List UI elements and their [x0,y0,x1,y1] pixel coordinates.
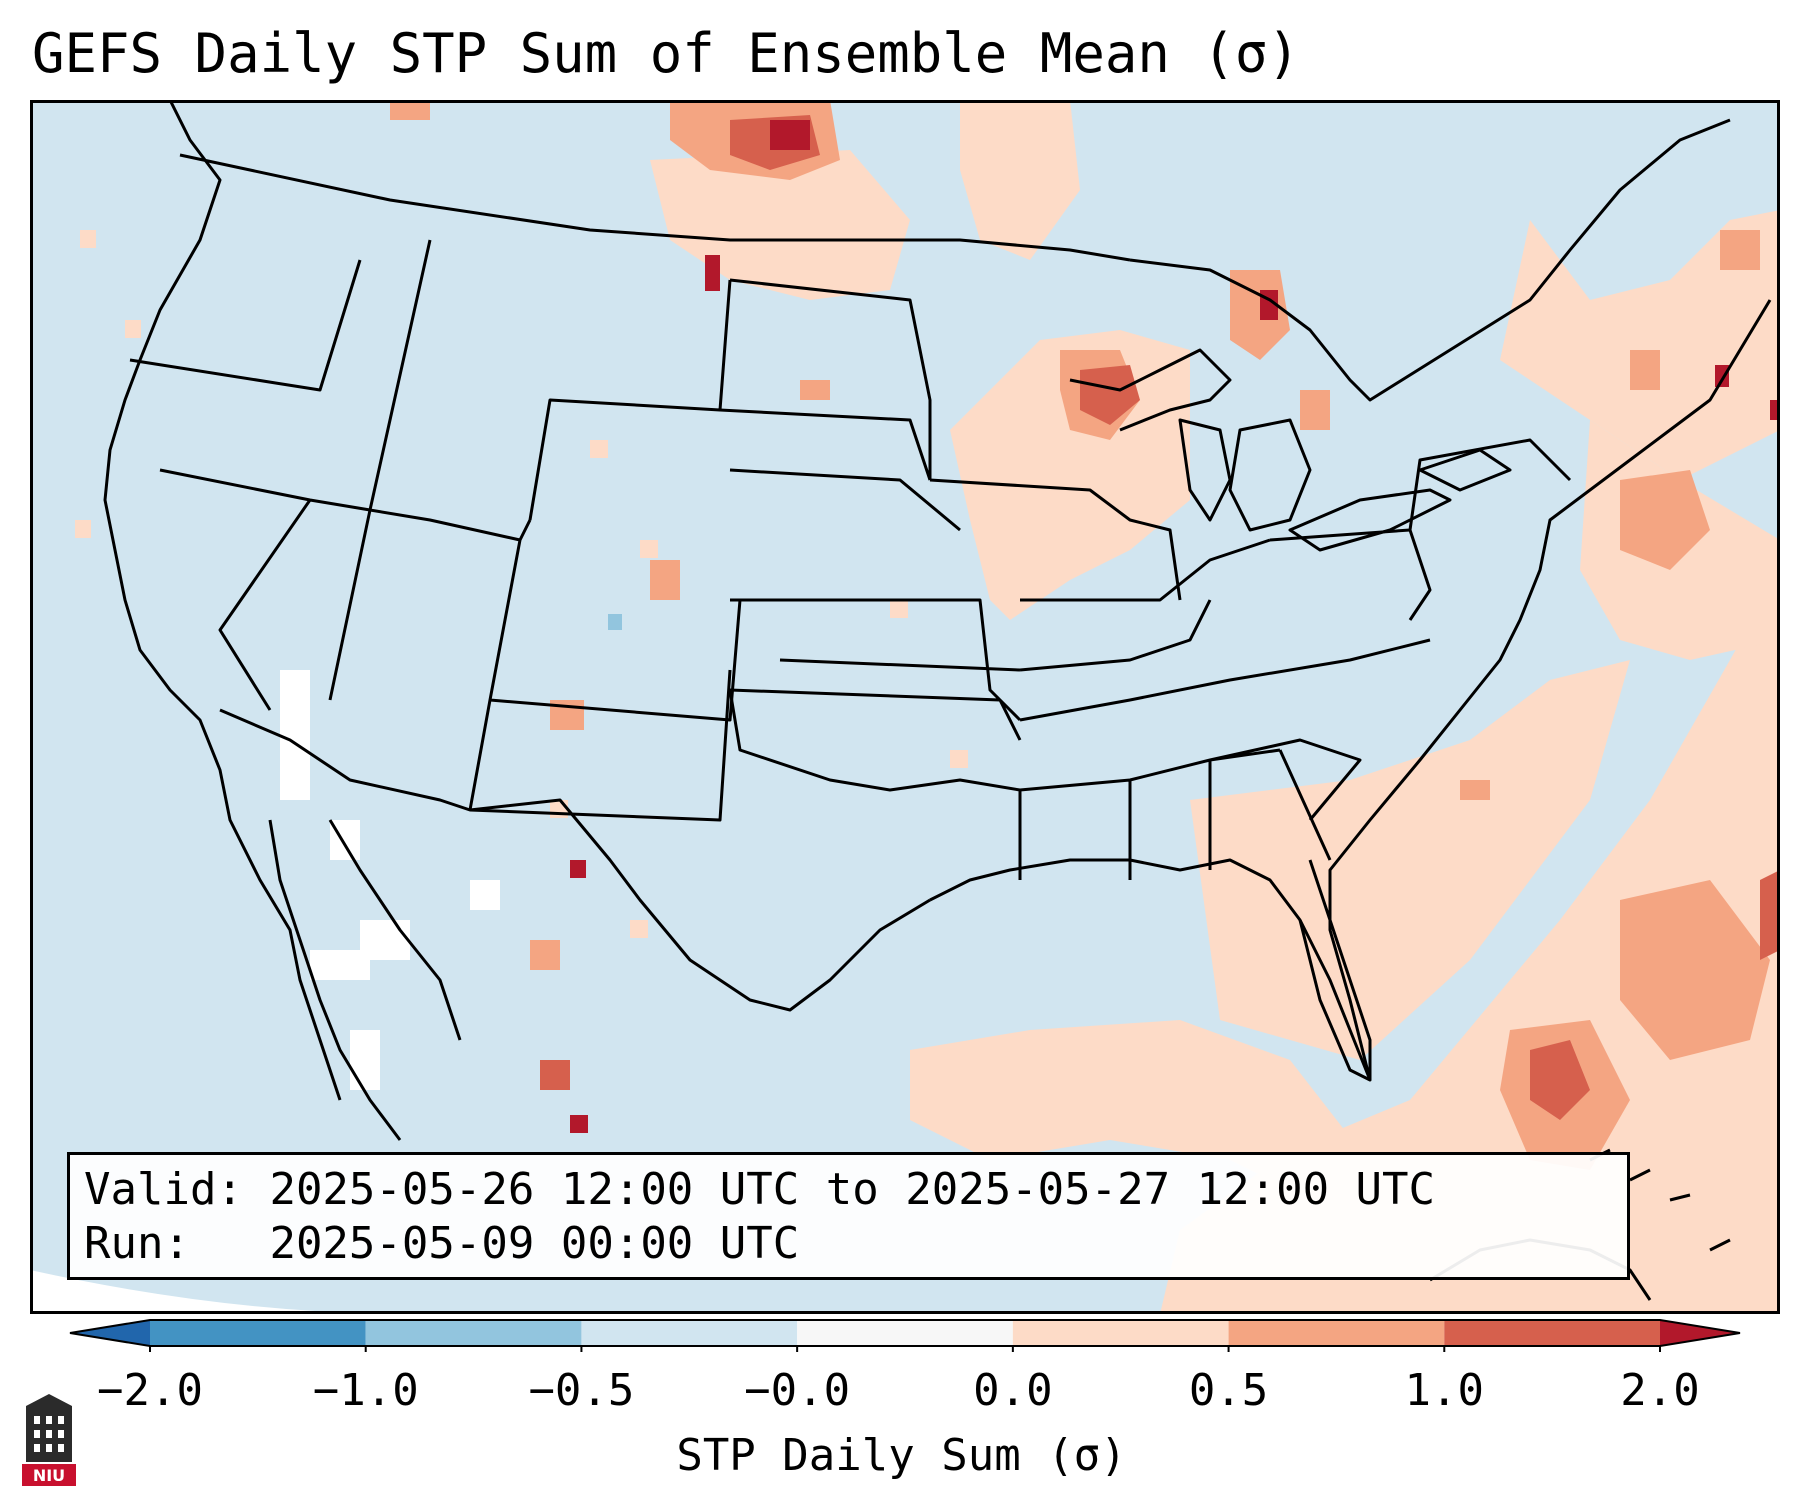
field-max [570,120,1780,1133]
niu-logo: NIU [22,1394,76,1486]
border-canada [179,153,1131,262]
field-scattered-low [75,230,1528,948]
field-patch-wisconsin-core [1080,365,1140,425]
map-frame [30,100,1780,1314]
coastline-gulf [929,858,1372,1081]
colorbar-tick-label: −0.5 [528,1365,635,1416]
field-cell-max [570,1115,588,1133]
colorbar-tick-label: 0.5 [1188,1365,1269,1416]
field-patch-bahamas-core [1530,1040,1590,1120]
border-mexico [219,708,931,1012]
chart-title: GEFS Daily STP Sum of Ensemble Mean (σ) [32,22,1300,85]
off-domain-corner [30,1270,410,1314]
colorbar-tick-label: −0.0 [744,1365,851,1416]
state-lines-west [129,239,780,822]
field-cell-max [1770,400,1780,420]
colorbar-tick-label: 1.0 [1404,1365,1485,1416]
colorbar-tick-label: −1.0 [312,1365,419,1416]
field-patch-canada-central [960,100,1080,260]
field-patch-southeast [1190,660,1630,1060]
valid-value: 2025-05-26 12:00 UTC to 2025-05-27 12:00… [269,1164,1436,1215]
field-negative [608,614,622,630]
state-lines-east [929,438,1572,880]
valid-row: Valid: 2025-05-26 12:00 UTC to 2025-05-2… [84,1163,1613,1217]
colorbar-segment [1012,1320,1229,1346]
border-great-lakes [1129,118,1731,402]
colorbar-segment [70,1320,150,1346]
run-label: Run: [84,1218,190,1269]
colorbar-segment [1444,1320,1660,1346]
field-low [650,100,1780,1314]
info-box: Valid: 2025-05-26 12:00 UTC to 2025-05-2… [67,1152,1630,1280]
colorbar-tick-label: 0.0 [973,1365,1053,1416]
valid-label: Valid: [84,1164,243,1215]
colorbar-label: STP Daily Sum (σ) [676,1430,1127,1481]
colorbar-segment [1660,1320,1740,1346]
coastline-west [103,100,342,1101]
field-patch-canada-east [1500,210,1780,480]
colorbar-segment [581,1320,798,1346]
run-value: 2025-05-09 00:00 UTC [269,1218,800,1269]
florida [1298,859,1372,1082]
stp-map [30,100,1780,1314]
baja-coast [268,819,402,1141]
field-scattered-mid [390,100,1760,970]
colorbar-segment [1228,1320,1445,1346]
colorbar [69,1319,1741,1352]
field-neutral [280,670,500,1090]
gulf-of-california [328,819,462,1041]
field-cell-max [1715,365,1729,387]
colorbar-segment [150,1320,366,1346]
state-lines-central [719,278,1022,880]
colorbar-tick-label: 2.0 [1620,1365,1700,1416]
great-lakes [1069,348,1512,552]
field-patch-atlantic [1160,570,1780,1314]
field-cell-max [770,120,810,150]
map-borders [103,100,1772,1301]
field-patch-atlantic-core [1760,870,1780,960]
field-patch-newengland [1620,470,1710,570]
field-patch-atlantic-east [1620,880,1770,1060]
field-cell-max [570,860,586,878]
field-cell-max [705,255,720,291]
colorbar-segment [365,1320,582,1346]
svg-text:NIU: NIU [33,1466,65,1485]
colorbar-tick-label: −2.0 [97,1365,203,1416]
run-row: Run: 2025-05-09 00:00 UTC [84,1217,1613,1271]
field-patch-nm-core [540,1060,570,1090]
coastline-east [1328,299,1772,1081]
colorbar-segment [797,1320,1013,1346]
